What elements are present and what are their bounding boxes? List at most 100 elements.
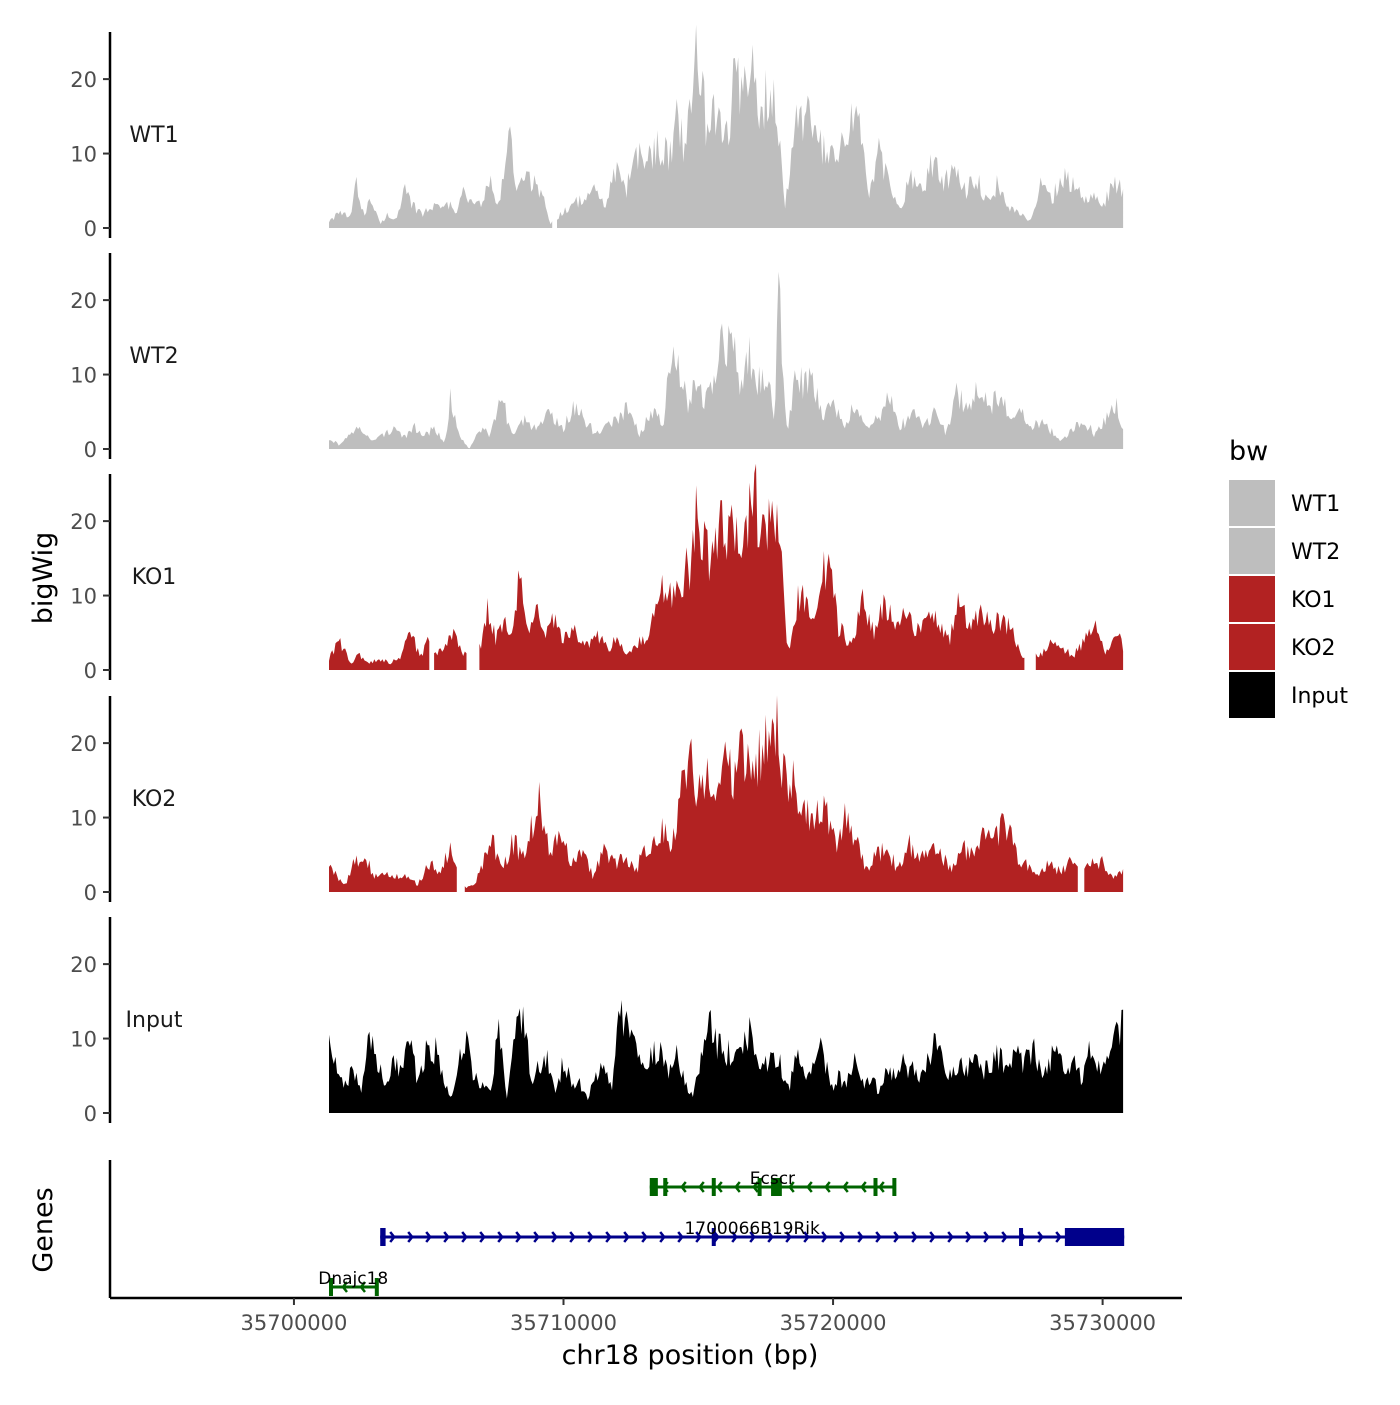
genes-axis-label: Genes [28,1187,59,1272]
legend: bw WT1 WT2 KO1 KO2 Input [1229,436,1348,718]
strand-chevron [893,1231,900,1243]
strand-chevron [1037,1231,1044,1243]
strand-chevron [407,1231,414,1243]
area-ko2-segment [464,695,1078,892]
gene-label: Ecscr [750,1169,795,1189]
strand-chevron [965,1231,972,1243]
strand-chevron [569,1231,576,1243]
legend-label-wt2: WT2 [1291,540,1340,565]
y-tick-label: 20 [70,289,97,313]
strand-chevron [461,1231,468,1243]
legend-title: bw [1229,436,1268,467]
gene-exon [892,1178,897,1196]
x-axis-label: chr18 position (bp) [562,1340,819,1371]
gene-exon [711,1228,716,1246]
gene-ecscr: Ecscr [649,1169,897,1196]
signal-tracks: 0 10 20 WT1 0 10 20 WT2 0 10 20 KO1 0 10 20 KO2 0 10 20 Inp… [70,24,1124,1126]
strand-chevron [734,1181,741,1193]
strand-chevron [605,1231,612,1243]
track-ko2: 0 10 20 KO2 [70,695,1124,905]
strand-chevron [677,1231,684,1243]
strand-chevron [698,1181,705,1193]
y-tick-label: 20 [70,68,97,92]
gene-exon [711,1178,716,1196]
x-tick-label: 35700000 [241,1311,348,1335]
strand-chevron [641,1231,648,1243]
area-ko2-segment [1084,856,1124,892]
area-input-segment [329,1000,1124,1113]
strand-chevron [533,1231,540,1243]
y-axis-label: bigWig [28,532,59,625]
y-tick-label: 0 [84,1102,97,1126]
gene-label: 1700066B19Rik [684,1219,820,1239]
track-wt2: 0 10 20 WT2 [70,253,1124,462]
strand-chevron [731,1231,738,1243]
strand-chevron [425,1231,432,1243]
track-ko1: 0 10 20 KO1 [70,463,1124,683]
y-tick-label: 10 [70,807,97,831]
strand-chevron [716,1181,723,1193]
gene-exon [1019,1228,1024,1246]
legend-key-wt2 [1229,528,1275,574]
y-tick-label: 10 [70,364,97,388]
strand-chevron [842,1181,849,1193]
strand-chevron [821,1231,828,1243]
strand-chevron [839,1231,846,1243]
legend-label-wt1: WT1 [1291,492,1340,517]
gene-exon [380,1228,386,1246]
y-tick-label: 10 [70,1028,97,1052]
y-tick-label: 10 [70,143,97,167]
track-label: WT2 [129,344,178,369]
strand-chevron [587,1231,594,1243]
strand-chevron [659,1231,666,1243]
gene-dnajc18: Dnajc18 [318,1269,388,1296]
strand-chevron [803,1231,810,1243]
area-ko1-segment [434,628,467,670]
legend-key-ko2 [1229,624,1275,670]
strand-chevron [497,1231,504,1243]
area-ko1-segment [329,631,430,670]
strand-chevron [695,1231,702,1243]
y-tick-label: 0 [84,217,97,241]
strand-chevron [1055,1231,1062,1243]
gene-exon [649,1178,658,1196]
gene-exon [328,1278,333,1296]
strand-chevron [341,1281,348,1293]
strand-chevron [1001,1231,1008,1243]
strand-chevron [824,1181,831,1193]
strand-chevron [752,1181,759,1193]
strand-chevron [983,1231,990,1243]
strand-chevron [857,1231,864,1243]
strand-chevron [680,1181,687,1193]
strand-chevron [788,1181,795,1193]
strand-chevron [551,1231,558,1243]
area-ko1-segment [1035,620,1124,670]
y-tick-label: 20 [70,953,97,977]
legend-key-wt1 [1229,480,1275,526]
y-tick-label: 0 [84,659,97,683]
gene-exon [873,1178,878,1196]
strand-chevron [359,1281,366,1293]
gene-label: Dnajc18 [318,1269,388,1289]
track-wt1: 0 10 20 WT1 [70,24,1124,241]
legend-key-ko1 [1229,576,1275,622]
y-tick-label: 10 [70,585,97,609]
strand-chevron [515,1231,522,1243]
strand-chevron [389,1231,396,1243]
x-tick-label: 35720000 [780,1311,887,1335]
track-label: WT1 [129,123,178,148]
x-tick-label: 35710000 [510,1311,617,1335]
legend-label-ko2: KO2 [1291,636,1336,661]
strand-chevron [875,1231,882,1243]
gene-exon [757,1178,762,1196]
track-input: 0 10 20 Input [70,917,1124,1126]
legend-key-input [1229,672,1275,718]
legend-label-ko1: KO1 [1291,588,1336,613]
strand-chevron [749,1231,756,1243]
gene-exon [374,1278,379,1296]
gene-exon [663,1178,668,1196]
strand-chevron [947,1231,954,1243]
area-wt1-segment [557,24,1124,228]
